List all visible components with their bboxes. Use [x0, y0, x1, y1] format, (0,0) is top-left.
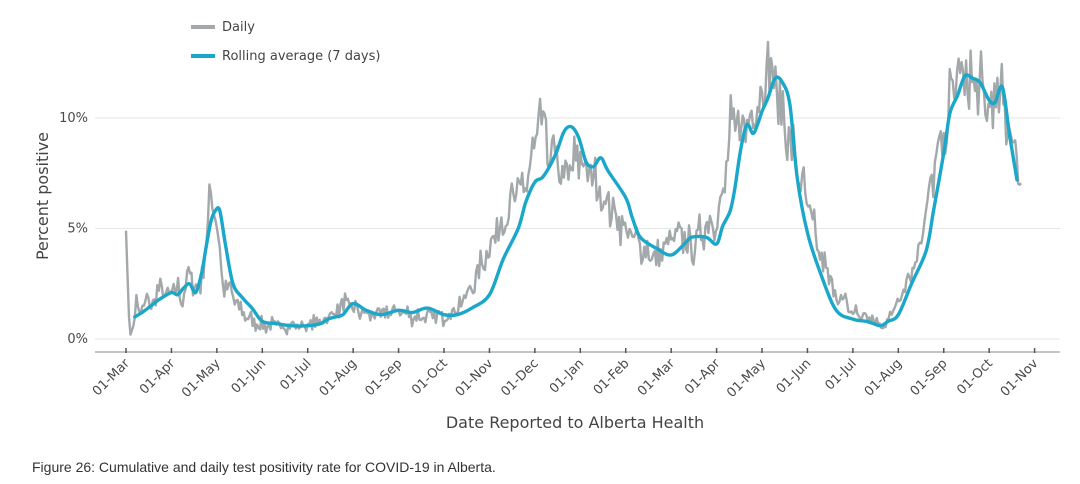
x-tick-label: 01-Aug [317, 356, 360, 399]
figure-caption: Figure 26: Cumulative and daily test pos… [32, 459, 496, 475]
y-axis-title: Percent positive [33, 132, 52, 260]
x-tick-label: 01-Dec [498, 356, 541, 399]
legend-label-rolling: Rolling average (7 days) [222, 49, 380, 64]
x-tick-label: 01-Sep [908, 356, 951, 399]
x-tick-label: 01-Apr [682, 356, 724, 398]
daily-series-line [124, 40, 1023, 336]
rolling-average-series-line [133, 73, 1019, 328]
x-tick-label: 01-Jun [229, 356, 270, 397]
x-tick-label: 01-Mar [90, 356, 133, 399]
x-tick-label: 01-Oct [409, 356, 451, 398]
x-tick-label: 01-Feb [591, 356, 633, 398]
y-tick-label: 5% [67, 222, 88, 237]
x-tick-label: 01-Sep [362, 356, 405, 399]
x-tick-label: 01-Jun [774, 356, 815, 397]
x-tick-label: 01-Nov [998, 356, 1042, 400]
legend: Daily Rolling average (7 days) [191, 20, 380, 64]
x-tick-label: 01-Jul [822, 356, 859, 393]
y-tick-label: 0% [67, 332, 88, 347]
x-tick-label: 01-Mar [635, 356, 678, 399]
y-ticks: 0% 5% 10% [59, 111, 88, 347]
x-tick-label: 01-Apr [137, 356, 179, 398]
x-tick-label: 01-May [724, 356, 769, 401]
y-tick-label: 10% [59, 111, 88, 126]
x-tick-label: 01-Aug [862, 356, 905, 399]
x-tick-label: 01-Oct [954, 356, 996, 398]
x-axis-title: Date Reported to Alberta Health [446, 413, 704, 432]
x-ticks: 01-Mar 01-Apr 01-May 01-Jun 01-Jul 01-Aug 01-S… [90, 348, 1042, 401]
x-tick-label: 01-Jan [547, 356, 587, 396]
x-tick-label: 01-May [179, 356, 224, 401]
positivity-chart: 01-Mar 01-Apr 01-May 01-Jun 01-Jul 01-Aug 01-S… [33, 20, 1060, 432]
x-tick-label: 01-Jul [277, 356, 314, 393]
gridlines [95, 117, 1060, 340]
x-tick-label: 01-Nov [453, 356, 497, 400]
legend-label-daily: Daily [222, 20, 255, 35]
